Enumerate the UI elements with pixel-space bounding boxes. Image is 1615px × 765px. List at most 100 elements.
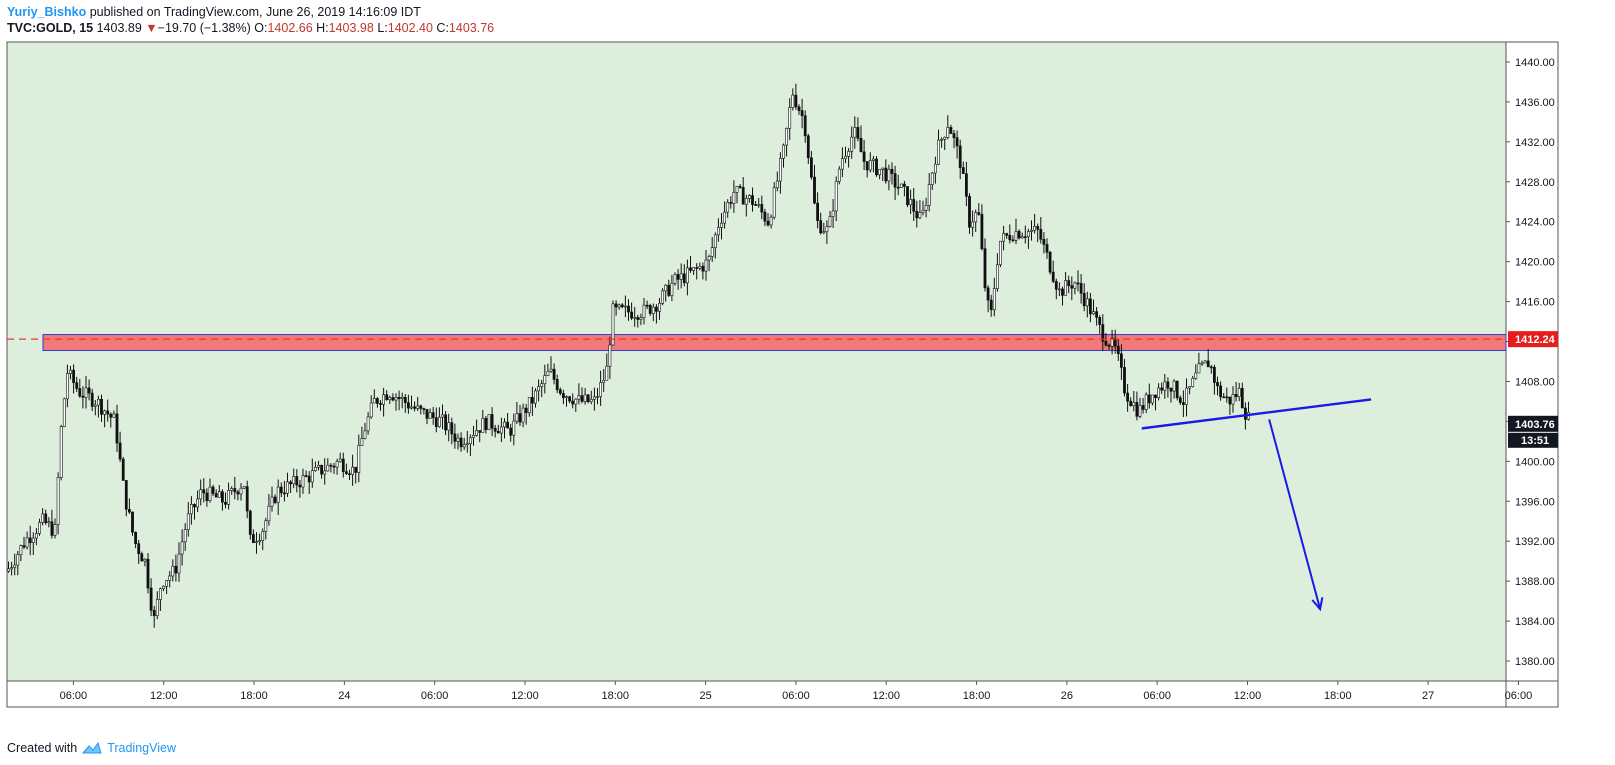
last-price-tag — [1508, 415, 1558, 432]
candle — [1135, 402, 1139, 417]
candle — [627, 305, 630, 313]
candle — [162, 585, 165, 590]
projection-arrow[interactable] — [1268, 419, 1322, 610]
x-tick-label: 06:00 — [1143, 690, 1171, 702]
candle — [1067, 280, 1071, 286]
candle — [304, 475, 308, 477]
candle — [958, 145, 962, 168]
candle — [744, 198, 748, 205]
candle — [87, 387, 91, 394]
candle — [1092, 311, 1095, 315]
y-tick-label: 1416.00 — [1515, 297, 1555, 309]
candle — [282, 492, 286, 495]
candle — [989, 299, 993, 311]
candle — [499, 426, 503, 434]
candle — [884, 167, 888, 182]
candle — [248, 510, 252, 535]
candle — [912, 199, 916, 212]
candle — [1150, 394, 1154, 404]
candle — [840, 158, 844, 170]
tradingview-brand[interactable]: TradingView — [107, 741, 176, 755]
x-tick-label: 18:00 — [1324, 690, 1352, 702]
support-trendline[interactable] — [1141, 398, 1372, 430]
candle — [1051, 271, 1055, 282]
candle — [800, 110, 804, 117]
candle — [642, 304, 646, 318]
candle — [146, 558, 150, 589]
candle — [658, 303, 661, 312]
candle — [484, 418, 488, 430]
candle — [1160, 387, 1164, 391]
candle — [400, 397, 404, 399]
candle — [769, 216, 773, 226]
candle — [859, 137, 863, 153]
candle — [193, 504, 196, 508]
x-tick-label: 06:00 — [782, 690, 810, 702]
candle — [388, 397, 392, 401]
author-name[interactable]: Yuriy_Bishko — [7, 5, 87, 19]
candle — [56, 477, 60, 525]
candle — [955, 137, 959, 147]
candle — [78, 388, 82, 397]
candle — [81, 395, 85, 398]
symbol-label: TVC:GOLD, 15 — [7, 21, 94, 35]
candle — [654, 306, 658, 312]
candle — [165, 580, 168, 587]
candle — [645, 304, 649, 307]
candle — [906, 186, 909, 206]
candle — [809, 157, 813, 178]
candle — [338, 458, 342, 462]
candle — [50, 521, 54, 536]
candle — [298, 484, 302, 488]
candle — [695, 267, 699, 269]
candle — [1222, 396, 1226, 399]
candle — [115, 413, 119, 444]
candle — [968, 196, 971, 228]
candle — [902, 183, 906, 187]
candle — [1030, 229, 1033, 232]
candle — [630, 311, 633, 319]
candle — [574, 398, 578, 405]
candle — [1234, 394, 1238, 397]
candle — [837, 168, 841, 182]
candle — [1039, 229, 1043, 240]
candle — [351, 466, 354, 475]
candle — [41, 513, 44, 523]
candle — [831, 210, 835, 217]
candle — [620, 304, 624, 308]
candle — [890, 168, 894, 174]
candle — [785, 127, 788, 146]
candle — [893, 173, 897, 188]
candle — [65, 373, 69, 400]
x-tick-label: 06:00 — [421, 690, 449, 702]
x-tick-label: 06:00 — [1505, 690, 1533, 702]
candle — [1057, 288, 1061, 291]
candle — [726, 202, 730, 213]
publication-line: Yuriy_Bishko published on TradingView.co… — [7, 5, 421, 20]
candle — [326, 464, 330, 472]
candle — [227, 490, 230, 505]
plot-area[interactable] — [7, 42, 1506, 681]
candle — [707, 256, 711, 261]
candle — [720, 222, 723, 228]
candle — [422, 408, 426, 410]
candle — [276, 486, 280, 503]
candle — [292, 476, 296, 485]
candle — [716, 227, 720, 236]
x-tick-label: 25 — [699, 690, 711, 702]
candle — [344, 471, 348, 474]
created-with-text: Created with — [7, 741, 78, 755]
candle — [1197, 363, 1201, 374]
candle — [766, 220, 770, 226]
candle — [453, 433, 457, 442]
candle — [834, 181, 838, 212]
candle — [1098, 317, 1102, 325]
candle — [682, 273, 686, 284]
resistance-zone[interactable] — [42, 334, 1507, 352]
x-tick-label: 12:00 — [511, 690, 539, 702]
candle — [633, 317, 637, 319]
candle — [1073, 282, 1077, 289]
candle — [93, 404, 97, 407]
candle — [44, 513, 48, 524]
